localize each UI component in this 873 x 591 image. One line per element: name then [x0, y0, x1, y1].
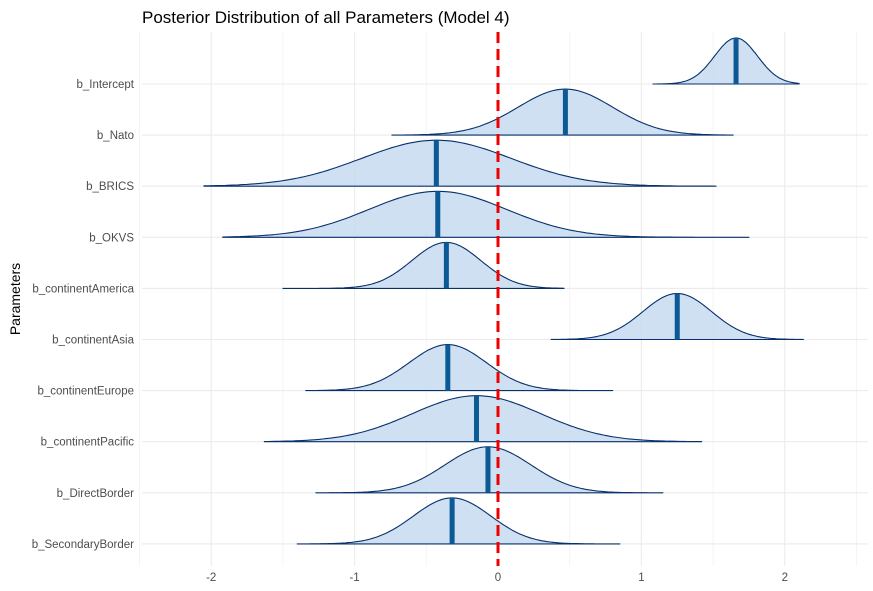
density-b_Nato [391, 88, 734, 136]
x-tick-label: 1 [638, 572, 644, 584]
y-tick-label: b_Nato [97, 130, 134, 142]
density-b_OKVS [222, 190, 750, 238]
x-tick-label: -1 [349, 572, 359, 584]
y-tick-labels: b_Intercept b_Nato b_BRICS b_OKVS b_continen… [32, 79, 135, 551]
ridge-b_continentPacific [263, 395, 703, 443]
ridge-b_Intercept [652, 37, 800, 85]
y-tick-label: b_continentPacific [41, 437, 135, 449]
y-tick-label: b_SecondaryBorder [32, 539, 134, 551]
density-b_continentAmerica [282, 241, 565, 289]
x-tick-label: -2 [206, 572, 216, 584]
x-tick-labels: -2 -1 0 1 2 [206, 572, 788, 584]
chart-title: Posterior Distribution of all Parameters… [142, 8, 510, 27]
y-tick-label: b_continentAsia [52, 335, 134, 347]
ridges [203, 37, 804, 545]
density-b_continentEurope [305, 344, 614, 392]
ridge-b_continentAsia [550, 292, 804, 341]
density-b_BRICS [203, 139, 717, 187]
ridge-b_OKVS [222, 190, 750, 238]
y-tick-label: b_DirectBorder [57, 488, 135, 500]
x-tick-label: 2 [782, 572, 788, 584]
y-tick-label: b_BRICS [86, 181, 134, 193]
density-b_continentPacific [263, 395, 703, 443]
ridge-b_continentAmerica [282, 241, 565, 289]
ridge-b_BRICS [203, 139, 717, 187]
x-tick-label: 0 [495, 572, 501, 584]
y-tick-label: b_continentEurope [37, 386, 134, 398]
density-b_SecondaryBorder [296, 497, 621, 545]
ridge-b_Nato [391, 88, 734, 136]
y-axis-label: Parameters [7, 263, 23, 335]
ridge-b_SecondaryBorder [296, 497, 621, 545]
ridge-b_continentEurope [305, 344, 614, 392]
y-tick-label: b_OKVS [89, 232, 134, 244]
density-b_Intercept [652, 37, 800, 85]
y-tick-label: b_Intercept [76, 79, 134, 91]
y-tick-label: b_continentAmerica [32, 283, 134, 295]
ridge-b_DirectBorder [315, 446, 664, 494]
